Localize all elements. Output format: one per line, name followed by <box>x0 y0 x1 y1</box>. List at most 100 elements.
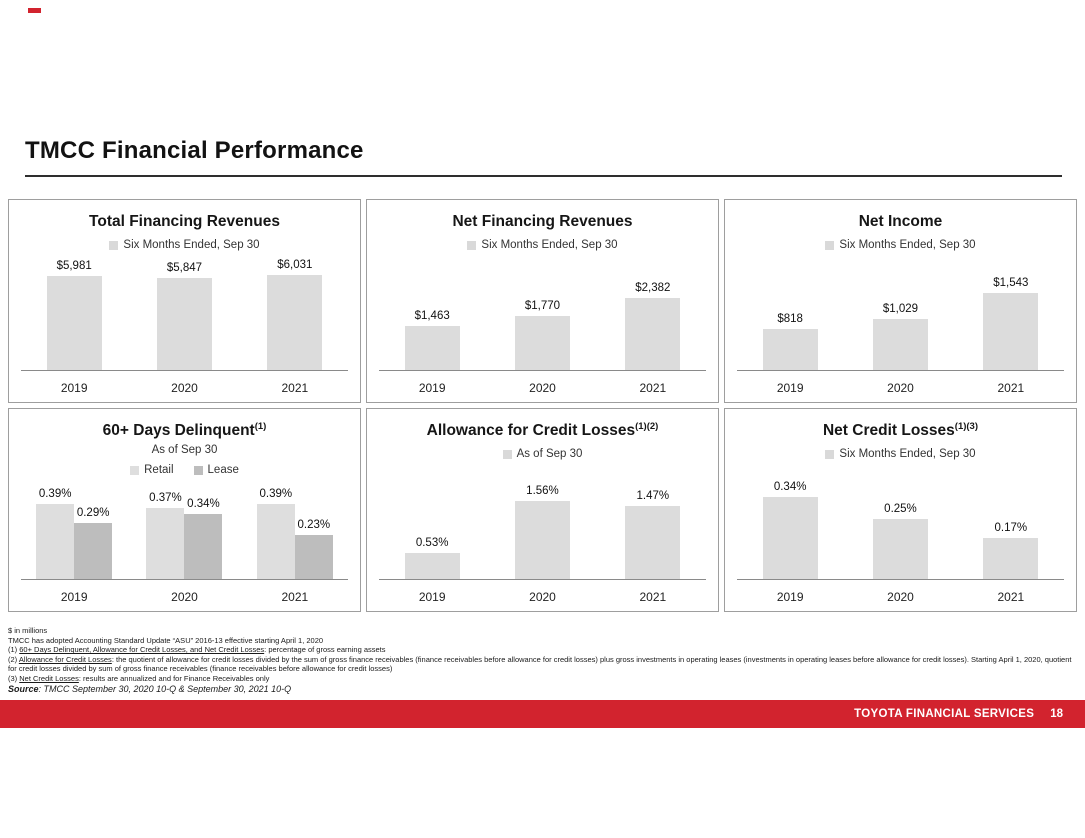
bar-unit: 0.37% <box>146 492 185 579</box>
x-axis-tick-label: 2020 <box>887 381 914 395</box>
footnote-text: : percentage of gross earning assets <box>264 645 386 655</box>
source-text: : TMCC September 30, 2020 10-Q & Septemb… <box>38 683 292 694</box>
x-axis-line <box>21 579 348 580</box>
bar-group: $1,770 <box>514 300 570 370</box>
bar <box>156 278 212 370</box>
chart-legend: Six Months Ended, Sep 30 <box>725 448 1076 460</box>
footnote-underlined-text: 60+ Days Delinquent, Allowance for Credi… <box>19 645 265 655</box>
bar-unit: 0.53% <box>404 537 460 579</box>
chart-panel-allowance-for-credit-losses: Allowance for Credit Losses(1)(2) As of … <box>366 408 719 612</box>
chart-title-text: 60+ Days Delinquent <box>102 422 255 439</box>
legend-item: Six Months Ended, Sep 30 <box>109 239 260 251</box>
x-axis-tick-label: 2019 <box>418 590 446 604</box>
footnote-underlined-text: Allowance for Credit Losses <box>18 654 112 664</box>
x-axis-line <box>737 370 1064 371</box>
x-axis-tick-label: 2020 <box>887 590 914 604</box>
x-axis-tick-label: 2019 <box>60 590 88 604</box>
x-axis-line <box>21 370 348 371</box>
legend-label: Six Months Ended, Sep 30 <box>123 239 260 251</box>
x-axis-line <box>379 370 706 371</box>
bar-group: 0.17% <box>983 522 1039 579</box>
x-axis-labels: 2019 2020 2021 <box>735 381 1066 395</box>
bar <box>267 275 323 370</box>
legend-item: Six Months Ended, Sep 30 <box>825 239 976 251</box>
chart-plot: 0.34% 0.25% 0.17% <box>735 481 1066 579</box>
bar <box>872 318 928 370</box>
bar-unit: $2,382 <box>625 282 681 370</box>
bar <box>46 276 102 370</box>
bar-value-label: $1,029 <box>882 302 919 315</box>
bar <box>146 508 185 579</box>
x-axis-tick-label: 2020 <box>529 381 556 395</box>
bar-value-label: 0.29% <box>76 507 110 520</box>
x-axis-tick-label: 2020 <box>171 381 198 395</box>
chart-legend: As of Sep 30 <box>367 448 718 460</box>
bar <box>256 504 295 579</box>
bar-group: $1,463 <box>404 310 460 370</box>
chart-panel-net-income: Net Income Six Months Ended, Sep 30 $818… <box>724 199 1077 403</box>
chart-panel-net-credit-losses: Net Credit Losses(1)(3) Six Months Ended… <box>724 408 1077 612</box>
chart-legend: Six Months Ended, Sep 30 <box>367 239 718 251</box>
chart-title-superscript: (1)(2) <box>635 421 659 432</box>
chart-title: Total Financing Revenues <box>9 213 360 231</box>
x-axis-tick-label: 2021 <box>639 381 667 395</box>
bar-value-label: $5,981 <box>56 260 92 272</box>
bar-unit: 0.34% <box>184 498 223 579</box>
bar-unit: $1,543 <box>983 276 1039 370</box>
chart-title-superscript: (1) <box>254 421 267 432</box>
legend-item: Retail <box>130 464 174 476</box>
chart-plot: 0.39% 0.29% 0.37% 0.34% 0.39% 0.23% <box>19 488 350 579</box>
legend-label: As of Sep 30 <box>516 448 583 460</box>
footer-brand: TOYOTA FINANCIAL SERVICES <box>854 708 1035 720</box>
bar <box>762 329 818 370</box>
x-axis-line <box>737 579 1064 580</box>
bar-unit: $818 <box>762 313 818 370</box>
bar-unit: $1,029 <box>872 302 928 370</box>
footnote-text: (1) <box>8 645 20 655</box>
footnote-line: (2) Allowance for Credit Losses: the quo… <box>8 655 1078 674</box>
legend-label: Six Months Ended, Sep 30 <box>839 239 976 251</box>
x-axis-labels: 2019 2020 2021 <box>377 590 708 604</box>
bar <box>625 297 681 370</box>
x-axis-tick-label: 2021 <box>997 590 1025 604</box>
title-divider <box>25 175 1062 177</box>
bar-group: 0.25% <box>872 503 928 579</box>
legend-label: Six Months Ended, Sep 30 <box>481 239 618 251</box>
bar-group: 0.39% 0.23% <box>256 488 333 579</box>
bar-group: $1,543 <box>983 276 1039 370</box>
bar-group: $5,981 <box>46 260 102 370</box>
bar-group: 0.53% <box>404 537 460 579</box>
bar-value-label: $1,543 <box>993 276 1029 289</box>
legend-swatch-icon <box>825 240 835 250</box>
bar-group: 0.37% 0.34% <box>146 492 223 579</box>
bar-unit: $6,031 <box>267 259 323 370</box>
legend-swatch-icon <box>467 240 477 250</box>
chart-title: Net Income <box>725 213 1076 231</box>
chart-legend: Six Months Ended, Sep 30 <box>725 239 1076 251</box>
bar <box>983 538 1039 579</box>
x-axis-line <box>379 579 706 580</box>
bar-value-label: 0.25% <box>884 503 917 515</box>
bar <box>294 534 333 579</box>
chart-title-text: Net Financing Revenues <box>452 213 633 230</box>
bar-group: 1.47% <box>625 490 681 579</box>
page-title: TMCC Financial Performance <box>25 137 364 164</box>
x-axis-tick-label: 2019 <box>418 381 446 395</box>
chart-plot: $5,981 $5,847 $6,031 <box>19 259 350 370</box>
bar <box>514 501 570 579</box>
x-axis-tick-label: 2019 <box>776 590 804 604</box>
bar-value-label: $5,847 <box>166 262 203 275</box>
chart-title-superscript: (1)(3) <box>954 421 979 432</box>
x-axis-tick-label: 2021 <box>281 381 309 395</box>
x-axis-tick-label: 2019 <box>60 381 88 395</box>
chart-plot: 0.53% 1.56% 1.47% <box>377 485 708 579</box>
bar-value-label: 0.23% <box>297 518 331 531</box>
bar-group: $2,382 <box>625 282 681 370</box>
x-axis-tick-label: 2019 <box>776 381 804 395</box>
chart-title-text: Net Income <box>858 213 943 230</box>
bar-value-label: 1.56% <box>526 485 559 497</box>
legend-item: Six Months Ended, Sep 30 <box>825 448 976 460</box>
bar-value-label: 0.39% <box>259 488 293 501</box>
chart-legend: Retail Lease <box>9 464 360 476</box>
bar <box>872 519 928 579</box>
